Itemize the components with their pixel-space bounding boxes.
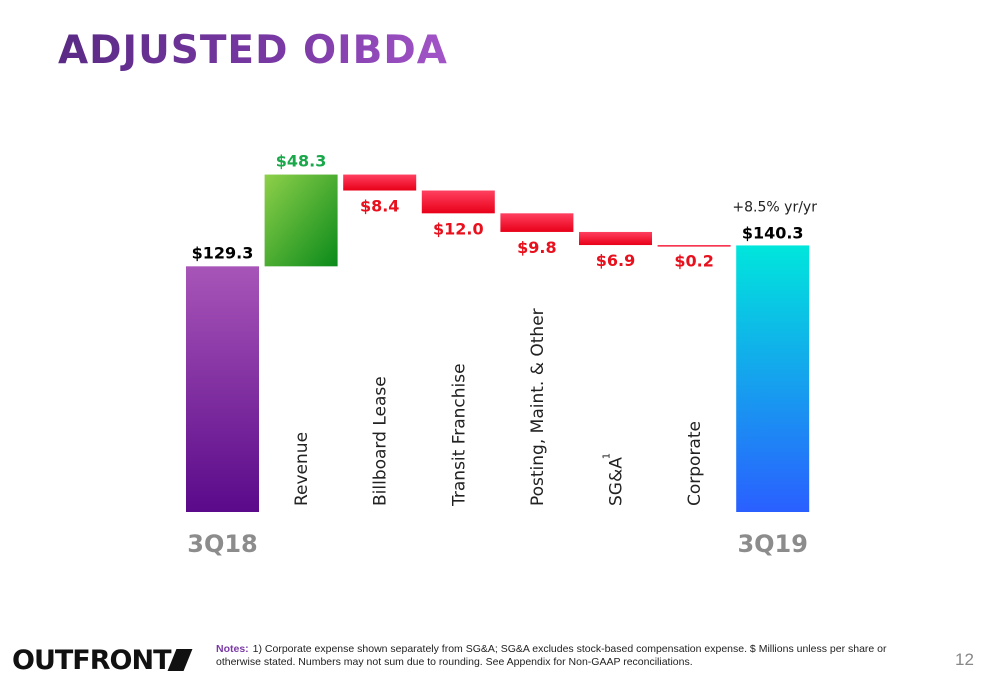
page-title: ADJUSTED OIBDA <box>58 28 448 73</box>
page-number: 12 <box>955 650 974 669</box>
end-bar <box>736 245 810 512</box>
start-value-label: $129.3 <box>192 243 254 262</box>
step-value-label-6: $0.2 <box>674 251 713 270</box>
category-label-4: Posting, Maint. & Other <box>528 308 548 506</box>
step-bar-6 <box>657 245 731 247</box>
step-value-label-3: $12.0 <box>433 219 484 238</box>
step-bar-3 <box>421 190 495 214</box>
step-bar-4 <box>500 213 574 232</box>
logo-text: OUTFRONT <box>12 645 171 676</box>
step-value-label-2: $8.4 <box>360 197 399 216</box>
step-bar-5 <box>579 231 652 246</box>
category-label-3: Transit Franchise <box>449 363 469 507</box>
category-label-1: Revenue <box>292 432 312 506</box>
step-value-label-5: $6.9 <box>596 251 635 270</box>
start-bar <box>186 266 259 512</box>
category-label-6: Corporate <box>685 421 705 506</box>
start-period-label: 3Q18 <box>187 530 258 558</box>
outfront-logo: OUTFRONT <box>12 645 192 676</box>
waterfall-chart: $129.3 3Q18 $48.3 Revenue $8.4 Billboard Leas… <box>186 152 817 558</box>
end-period-label: 3Q19 <box>737 530 808 558</box>
step-bar-1 <box>264 174 338 267</box>
growth-annotation: +8.5% yr/yr <box>732 199 817 215</box>
end-value-label: $140.3 <box>742 223 804 242</box>
notes-text: 1) Corporate expense shown separately fr… <box>216 643 887 668</box>
step-bar-2 <box>343 174 417 191</box>
step-value-label-4: $9.8 <box>517 238 556 257</box>
category-label-5: SG&A <box>607 457 627 506</box>
footnotes: Notes: 1) Corporate expense shown separat… <box>216 643 916 669</box>
category-superscript-5: 1 <box>602 453 613 459</box>
notes-label: Notes: <box>216 643 249 655</box>
category-label-2: Billboard Lease <box>371 376 391 506</box>
step-value-label-1: $48.3 <box>276 152 327 171</box>
